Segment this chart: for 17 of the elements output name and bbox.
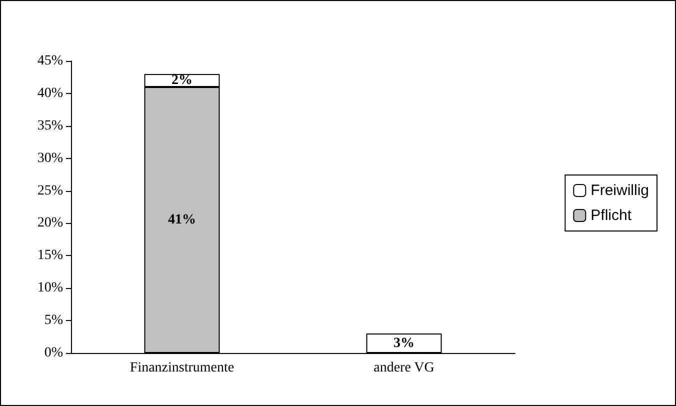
legend-label: Pflicht xyxy=(590,207,632,224)
data-label: 41% xyxy=(168,212,196,228)
y-tick-label: 30% xyxy=(37,150,64,166)
y-tick-label: 0% xyxy=(44,346,64,360)
legend-label: Freiwillig xyxy=(590,182,650,199)
data-label: 3% xyxy=(394,336,414,351)
x-tick-label: Finanzinstrumente xyxy=(130,360,234,376)
y-tick-label: 40% xyxy=(37,86,64,101)
data-label: 2% xyxy=(172,72,192,88)
y-tick-label: 45% xyxy=(37,54,64,68)
y-tick-label: 20% xyxy=(37,216,64,231)
y-tick-label: 35% xyxy=(37,118,64,134)
y-tick-label: 15% xyxy=(37,248,64,264)
x-tick-label: andere VG xyxy=(374,360,434,376)
y-tick-label: 10% xyxy=(37,280,64,296)
y-tick-label: 25% xyxy=(37,183,64,198)
y-tick-label: 5% xyxy=(44,313,64,328)
